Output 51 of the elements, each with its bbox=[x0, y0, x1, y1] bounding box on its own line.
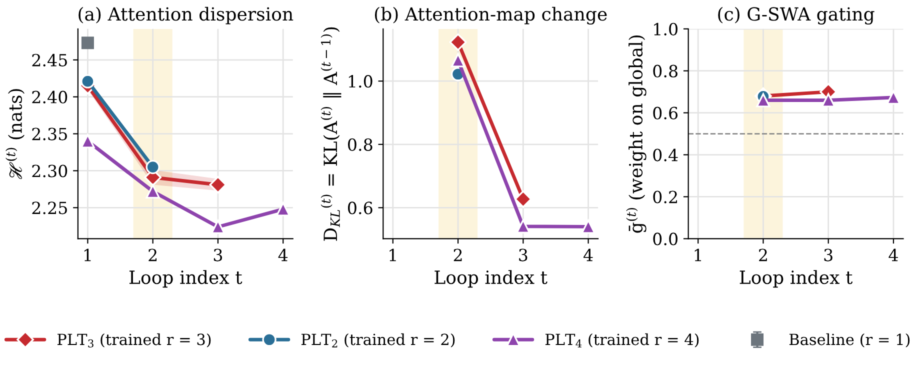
y-tick-label: 0.0 bbox=[653, 232, 678, 246]
point bbox=[146, 184, 160, 198]
legend-label: PLT$_{2}$ (trained r = 2) bbox=[301, 333, 455, 348]
x-tick-label: 3 bbox=[519, 248, 528, 262]
y-tick-label: 2.45 bbox=[32, 54, 67, 66]
point bbox=[516, 219, 530, 234]
x-tick-label: 2 bbox=[148, 248, 157, 262]
x-tick-label: 4 bbox=[584, 248, 593, 262]
y-tick-label: 2.30 bbox=[32, 164, 68, 178]
y-axis-title: ḡ$^{(t)}$ (weight on global) bbox=[626, 35, 646, 233]
y-tick-label: 0.8 bbox=[653, 64, 678, 78]
chart-title: (c) G-SWA gating bbox=[718, 6, 874, 25]
x-axis-title: Loop index t bbox=[129, 270, 242, 288]
y-tick-label: 2.40 bbox=[32, 90, 68, 104]
point bbox=[209, 176, 227, 194]
point bbox=[449, 33, 467, 51]
legend-label: Baseline (r = 1) bbox=[789, 333, 910, 348]
point bbox=[81, 36, 94, 50]
x-tick-label: 4 bbox=[278, 248, 288, 262]
x-tick-label: 1 bbox=[390, 248, 396, 262]
chart-title: (b) Attention-map change bbox=[374, 6, 607, 25]
point bbox=[450, 53, 466, 68]
point bbox=[821, 93, 836, 108]
y-tick-label: 2.25 bbox=[32, 202, 67, 214]
x-axis-title: Loop index t bbox=[434, 270, 548, 288]
point bbox=[756, 93, 770, 108]
point bbox=[80, 134, 95, 148]
y-axis-title: D$_{KL}$$^{(t)}$ = KL(A$^{(t)}$ ‖ A$^{(t−1)}$) bbox=[320, 27, 342, 241]
y-tick-label: 0.8 bbox=[348, 138, 372, 151]
legend-label: PLT$_{3}$ (trained r = 3) bbox=[57, 333, 211, 348]
chart-title: (a) Attention dispersion bbox=[78, 6, 294, 24]
x-tick-label: 1 bbox=[84, 248, 91, 262]
y-tick-label: 0.4 bbox=[653, 148, 678, 162]
x-tick-label: 2 bbox=[759, 248, 767, 262]
y-tick-label: 1.0 bbox=[348, 75, 372, 88]
y-tick-label: 0.6 bbox=[348, 202, 372, 214]
y-axis-title: ℋ$^{(t)}$ (nats) bbox=[6, 89, 25, 180]
x-tick-label: 3 bbox=[824, 248, 832, 262]
point bbox=[146, 160, 160, 174]
x-tick-label: 4 bbox=[888, 248, 898, 262]
y-tick-label: 0.2 bbox=[653, 190, 677, 204]
point bbox=[80, 74, 95, 88]
point bbox=[581, 220, 596, 234]
y-tick-label: 1.0 bbox=[654, 22, 678, 36]
y-tick-label: 0.6 bbox=[653, 106, 678, 120]
x-tick-label: 1 bbox=[694, 248, 702, 262]
x-tick-label: 2 bbox=[454, 248, 462, 262]
legend-label: PLT$_{4}$ (trained r = 4) bbox=[545, 333, 699, 348]
y-tick-label: 2.35 bbox=[32, 128, 67, 140]
x-axis-title: Loop index t bbox=[740, 270, 853, 288]
x-tick-label: 3 bbox=[214, 248, 222, 262]
